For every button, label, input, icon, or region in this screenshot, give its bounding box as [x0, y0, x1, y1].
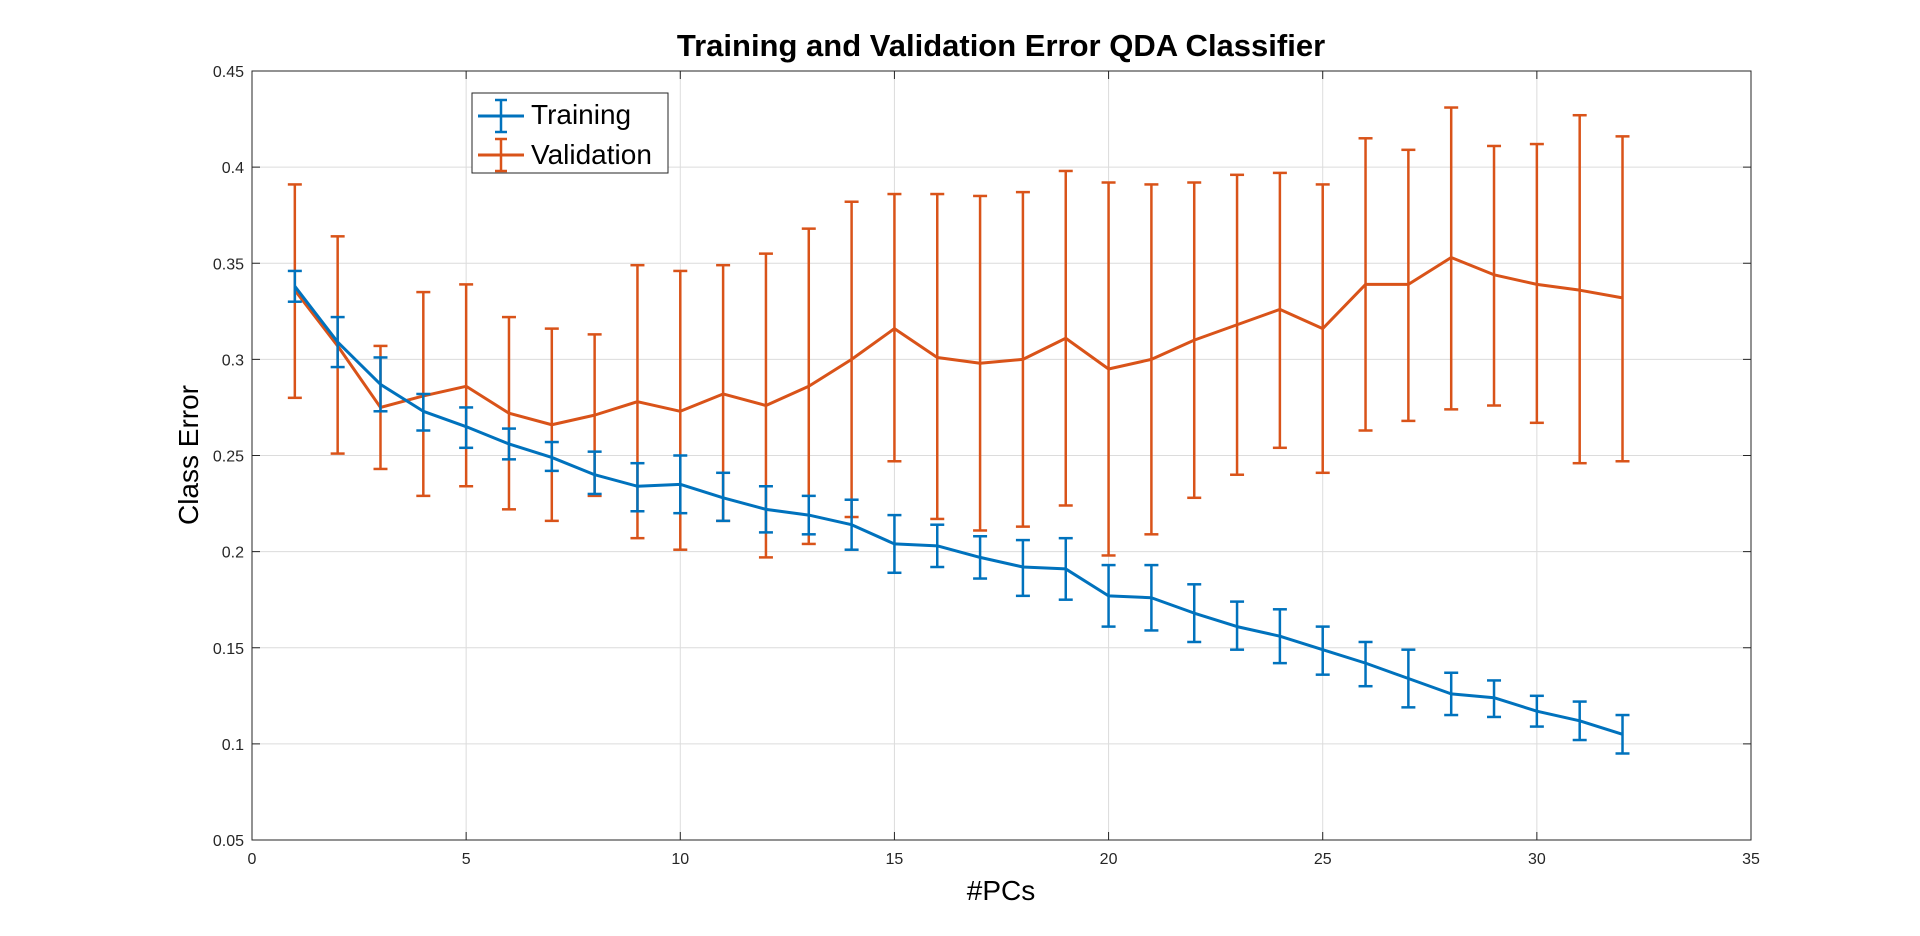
y-tick-label: 0.2	[222, 545, 244, 562]
x-tick-label: 5	[462, 851, 471, 868]
legend-item-validation: Validation	[478, 137, 652, 173]
legend: Training Validation	[471, 92, 669, 174]
x-tick-label: 0	[248, 851, 257, 868]
series-training	[287, 269, 1630, 755]
x-tick-label: 15	[886, 851, 904, 868]
y-tick-label: 0.25	[213, 449, 244, 466]
legend-swatch-validation	[478, 137, 524, 173]
x-tick-label: 10	[671, 851, 689, 868]
x-tick-label: 25	[1314, 851, 1332, 868]
legend-label-validation: Validation	[531, 139, 652, 170]
grid	[251, 70, 1752, 841]
series-line-validation	[293, 255, 1623, 427]
x-tick-label: 35	[1742, 851, 1760, 868]
y-tick-label: 0.35	[213, 256, 244, 273]
y-axis-label: Class Error	[173, 385, 204, 525]
x-tick-label: 20	[1100, 851, 1118, 868]
series-validation	[287, 106, 1630, 559]
x-axis-label: #PCs	[967, 875, 1035, 906]
series-group	[287, 106, 1630, 755]
y-tick-label: 0.05	[213, 833, 244, 850]
legend-swatch-training	[478, 98, 524, 134]
chart-title: Training and Validation Error QDA Classi…	[677, 28, 1325, 63]
y-tick-label: 0.15	[213, 641, 244, 658]
y-tick-label: 0.1	[222, 737, 244, 754]
y-tick-label: 0.4	[222, 160, 244, 177]
y-tick-label: 0.45	[213, 64, 244, 81]
x-tick-label: 30	[1528, 851, 1546, 868]
legend-item-training: Training	[478, 98, 631, 134]
error-bar-validation	[1615, 135, 1630, 463]
series-line-training	[293, 285, 1623, 736]
axis-ticks: 0 5 10 15 20 25 30 35 0.05 0.1 0.15 0.2 0.25 0.3 0.35 0…	[213, 64, 1760, 868]
y-tick-label: 0.3	[222, 352, 244, 369]
error-bar-training	[587, 450, 602, 496]
legend-label-training: Training	[531, 99, 631, 130]
